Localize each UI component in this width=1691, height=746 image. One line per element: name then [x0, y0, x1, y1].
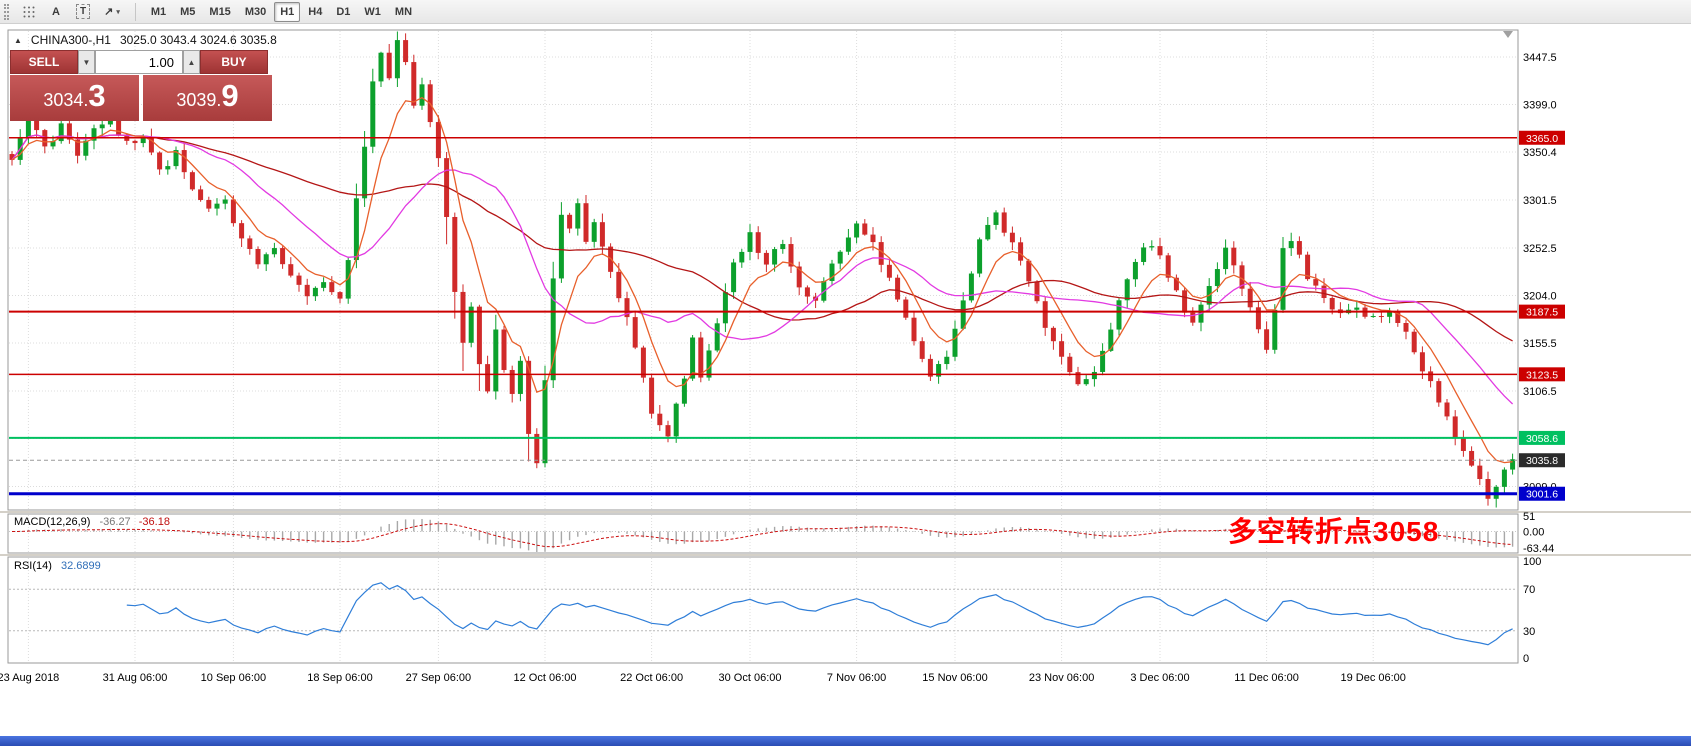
- timeframe-button-MN[interactable]: MN: [389, 2, 418, 22]
- svg-text:3204.0: 3204.0: [1523, 290, 1557, 302]
- candlestick-series: [9, 31, 1516, 508]
- timeframe-button-M5[interactable]: M5: [174, 2, 201, 22]
- svg-text:23 Nov 06:00: 23 Nov 06:00: [1029, 672, 1094, 684]
- svg-text:70: 70: [1523, 584, 1535, 596]
- grid-tool-button[interactable]: [16, 2, 42, 22]
- macd-histogram: [9, 518, 1517, 552]
- date-axis: 23 Aug 2018 31 Aug 06:00 10 Sep 06:00 18 Se…: [0, 672, 1406, 684]
- annotation-text: 多空转折点3058: [1228, 516, 1440, 547]
- sell-price-display[interactable]: 3034. 3: [10, 75, 139, 121]
- text-tool-button[interactable]: A: [44, 2, 68, 22]
- svg-text:3301.5: 3301.5: [1523, 195, 1557, 207]
- volume-input[interactable]: [95, 50, 183, 74]
- caret-up-icon: ▲: [187, 57, 196, 67]
- toolbar-separator: [134, 2, 136, 21]
- timeframe-button-H1[interactable]: H1: [274, 1, 301, 22]
- svg-text:3035.8: 3035.8: [1526, 455, 1558, 467]
- timeframe-button-M1[interactable]: M1: [145, 2, 172, 22]
- macd-axis: 51 0.00 -63.44: [1523, 511, 1554, 555]
- one-click-collapse-icon[interactable]: ▲: [14, 35, 22, 45]
- ohlc-values: 3025.0 3043.4 3024.6 3035.8: [119, 33, 277, 47]
- svg-text:3447.5: 3447.5: [1523, 52, 1557, 64]
- label-tool-button[interactable]: T: [70, 2, 96, 22]
- symbol-timeframe-label: CHINA300-,H1: [30, 33, 111, 47]
- arrow-icon: ↗: [104, 6, 114, 18]
- rsi-name: RSI(14): [14, 560, 52, 572]
- timeframe-button-H4[interactable]: H4: [302, 2, 328, 22]
- svg-text:100: 100: [1523, 556, 1541, 568]
- svg-text:30 Oct 06:00: 30 Oct 06:00: [719, 672, 782, 684]
- svg-text:3058.6: 3058.6: [1526, 433, 1558, 445]
- chart-shift-marker[interactable]: [1503, 31, 1513, 38]
- svg-text:3252.5: 3252.5: [1523, 243, 1557, 255]
- rsi-label: RSI(14) 32.6899: [14, 560, 101, 572]
- volume-dropdown-button[interactable]: ▼: [78, 50, 95, 74]
- timeframe-button-W1[interactable]: W1: [358, 2, 387, 22]
- sell-price-main: 3034.: [43, 90, 89, 110]
- macd-name: MACD(12,26,9): [14, 516, 91, 528]
- one-click-trading-panel: SELL ▼ ▲ BUY 3034. 3 3039. 9: [10, 50, 272, 121]
- timeframe-button-group: M1 M5 M15 M30 H1 H4 D1 W1 MN: [145, 1, 418, 22]
- svg-text:19 Dec 06:00: 19 Dec 06:00: [1340, 672, 1405, 684]
- taskbar: [0, 736, 1691, 746]
- svg-text:30: 30: [1523, 626, 1535, 638]
- svg-text:22 Oct 06:00: 22 Oct 06:00: [620, 672, 683, 684]
- timeframe-button-M30[interactable]: M30: [239, 2, 272, 22]
- caret-down-icon: ▼: [82, 57, 91, 67]
- panel-separators[interactable]: [0, 511, 1691, 556]
- price-badges: 3365.0 3187.5 3123.5 3058.6 3001.6 3035.8: [1519, 130, 1565, 501]
- svg-text:10 Sep 06:00: 10 Sep 06:00: [201, 672, 266, 684]
- svg-text:0.00: 0.00: [1523, 526, 1544, 538]
- svg-text:3155.5: 3155.5: [1523, 338, 1557, 350]
- chart-background: [0, 24, 1691, 736]
- svg-text:3001.6: 3001.6: [1526, 489, 1558, 501]
- macd-main-value: -36.27: [99, 516, 131, 528]
- svg-text:3187.5: 3187.5: [1526, 307, 1558, 319]
- buy-price-big-digit: 9: [221, 78, 239, 113]
- volume-up-button[interactable]: ▲: [183, 50, 200, 74]
- svg-text:51: 51: [1523, 511, 1535, 523]
- svg-text:23 Aug 2018: 23 Aug 2018: [0, 672, 59, 684]
- svg-text:3106.5: 3106.5: [1523, 386, 1557, 398]
- sell-button[interactable]: SELL: [10, 50, 78, 74]
- rsi-line: [126, 582, 1513, 646]
- horizontal-lines[interactable]: [9, 137, 1517, 496]
- svg-text:3123.5: 3123.5: [1526, 369, 1558, 381]
- svg-text:11 Dec 06:00: 11 Dec 06:00: [1234, 672, 1299, 684]
- svg-text:3 Dec 06:00: 3 Dec 06:00: [1130, 672, 1189, 684]
- svg-text:15 Nov 06:00: 15 Nov 06:00: [922, 672, 987, 684]
- rsi-levels: [9, 588, 1517, 632]
- svg-text:3399.0: 3399.0: [1523, 99, 1557, 111]
- svg-text:18 Sep 06:00: 18 Sep 06:00: [307, 672, 372, 684]
- svg-text:27 Sep 06:00: 27 Sep 06:00: [406, 672, 471, 684]
- svg-text:7 Nov 06:00: 7 Nov 06:00: [827, 672, 886, 684]
- sell-price-big-digit: 3: [88, 78, 106, 113]
- macd-signal-line: [11, 523, 1513, 548]
- svg-text:12 Oct 06:00: 12 Oct 06:00: [514, 672, 577, 684]
- rsi-value: 32.6899: [60, 560, 101, 572]
- top-toolbar: A T ↗ ▾ M1 M5 M15 M30 H1 H4 D1 W1 MN: [0, 0, 1691, 24]
- svg-text:3350.4: 3350.4: [1523, 147, 1557, 159]
- svg-text:-63.44: -63.44: [1523, 543, 1554, 555]
- arrows-tool-button[interactable]: ↗ ▾: [98, 2, 126, 22]
- text-a-icon: A: [52, 5, 60, 18]
- macd-label: MACD(12,26,9) -36.27 -36.18: [14, 516, 170, 528]
- dotted-grid-icon: [23, 6, 35, 17]
- svg-text:3365.0: 3365.0: [1526, 133, 1558, 145]
- caret-down-icon: ▾: [116, 8, 120, 16]
- timeframe-button-M15[interactable]: M15: [203, 2, 236, 22]
- svg-text:31 Aug 06:00: 31 Aug 06:00: [103, 672, 168, 684]
- rsi-axis: 100 70 30 0: [1523, 556, 1541, 665]
- chart-header: ▲ CHINA300-,H1 3025.0 3043.4 3024.6 3035…: [14, 33, 277, 47]
- text-label-icon: T: [76, 4, 91, 19]
- buy-price-main: 3039.: [176, 90, 222, 110]
- buy-button[interactable]: BUY: [200, 50, 268, 74]
- svg-text:0: 0: [1523, 653, 1529, 665]
- buy-price-display[interactable]: 3039. 9: [143, 75, 272, 121]
- timeframe-button-D1[interactable]: D1: [330, 2, 356, 22]
- toolbar-drag-handle[interactable]: [4, 3, 9, 20]
- macd-signal-value: -36.18: [138, 516, 170, 528]
